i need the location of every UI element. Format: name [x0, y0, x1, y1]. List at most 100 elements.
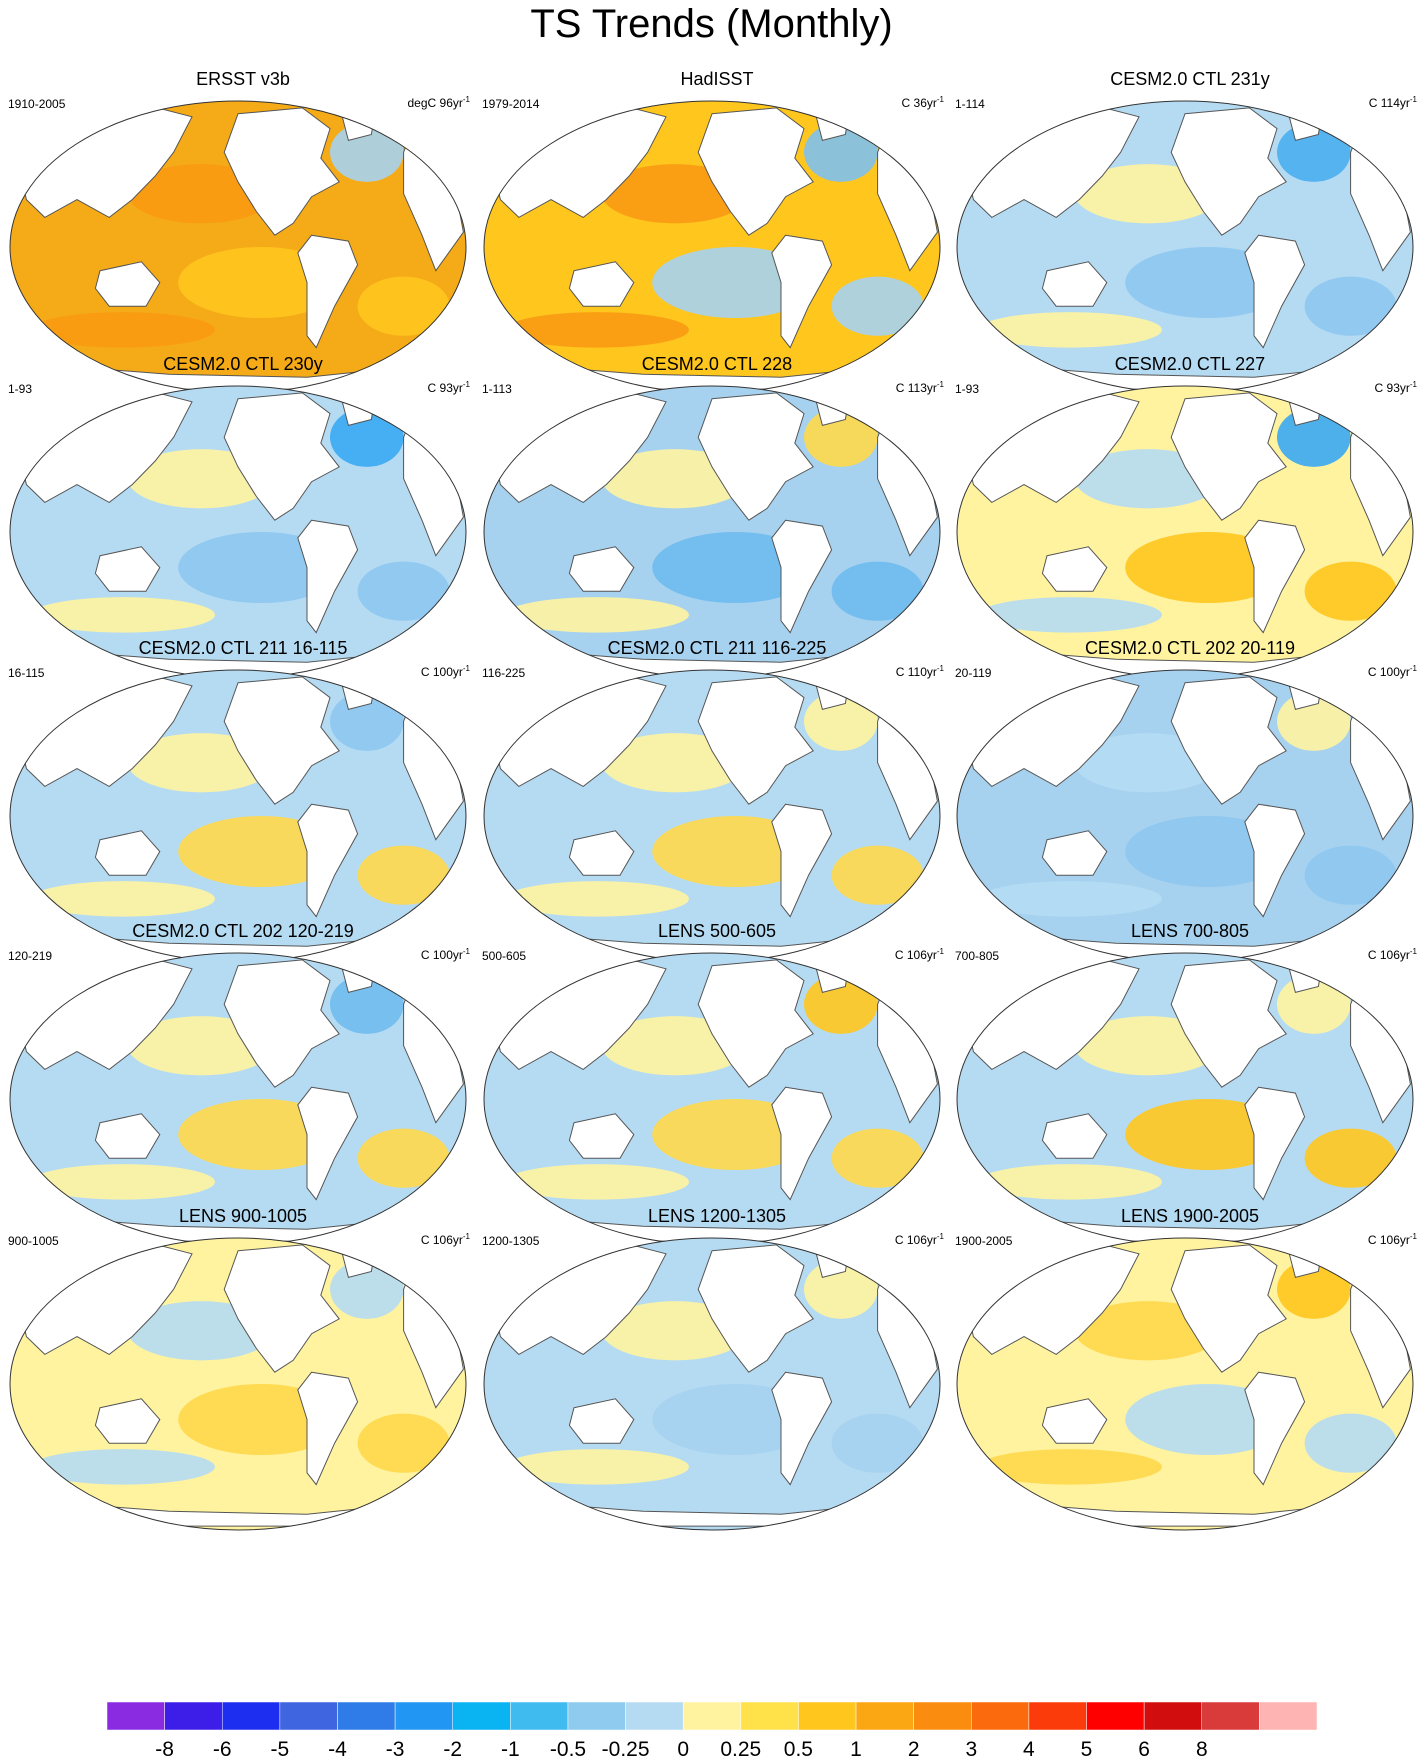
- panel-period: 1900-2005: [955, 1234, 1013, 1248]
- land-mass: [94, 830, 161, 876]
- land-mass: [771, 1086, 833, 1201]
- map-panel: CESM2.0 CTL 231y 1-114 C 114yr-1: [955, 69, 1423, 395]
- panel-units: C 106yr-1: [1367, 947, 1417, 962]
- land-mass: [771, 1371, 833, 1486]
- colorbar-swatch: [740, 1701, 799, 1731]
- panel-title: CESM2.0 CTL 228: [641, 354, 793, 374]
- panel-period: 1-114: [955, 97, 985, 111]
- panel-units: C 110yr-1: [895, 664, 944, 679]
- panel-title: CESM2.0 CTL 230y: [163, 354, 323, 374]
- land-mass: [1041, 1398, 1108, 1444]
- panel-units: C 36yr-1: [901, 95, 944, 110]
- panel-units: C 93yr-1: [1374, 380, 1417, 395]
- land-mass: [1170, 959, 1287, 1088]
- map-panel: CESM2.0 CTL 211 116-225 116-225 C 110yr-1: [482, 638, 952, 964]
- colorbar-swatch: [567, 1701, 626, 1731]
- colorbar-tick-label: 0.5: [783, 1738, 813, 1761]
- panel-units: C 93yr-1: [427, 380, 470, 395]
- anomaly-region: [978, 597, 1162, 633]
- panel-period: 1979-2014: [482, 97, 540, 111]
- colorbar-swatch: [279, 1701, 338, 1731]
- panel-title: CESM2.0 CTL 211 116-225: [607, 638, 827, 658]
- land-mass: [223, 959, 340, 1088]
- colorbar-swatch: [971, 1701, 1030, 1731]
- panel-units: C 106yr-1: [1367, 1232, 1417, 1247]
- colorbar-swatch: [1028, 1701, 1087, 1731]
- land-mass: [94, 1113, 161, 1159]
- panel-title: LENS 1200-1305: [647, 1206, 787, 1226]
- panel-title: LENS 500-605: [657, 921, 777, 941]
- panel-units: C 100yr-1: [1367, 664, 1417, 679]
- colorbar-swatch: [1143, 1701, 1203, 1731]
- anomaly-region: [831, 1413, 924, 1473]
- colorbar-tick-label: -2: [443, 1738, 463, 1761]
- colorbar-swatch: [337, 1701, 396, 1731]
- map-panel: CESM2.0 CTL 228 1-113 C 113yr-1: [482, 354, 952, 680]
- land-mass: [94, 546, 161, 592]
- land-mass: [568, 830, 635, 876]
- land-mass: [568, 1113, 635, 1159]
- colorbar-tick-label: 3: [965, 1738, 978, 1761]
- map-panel: LENS 700-805 700-805 C 106yr-1: [955, 921, 1423, 1247]
- panel-title: CESM2.0 CTL 202 20-119: [1084, 638, 1296, 658]
- panel-title: CESM2.0 CTL 202 120-219: [132, 921, 354, 941]
- robinson-map: [956, 669, 1414, 963]
- colorbar-swatch: [510, 1701, 569, 1731]
- colorbar-tick-label: -4: [328, 1738, 347, 1761]
- colorbar-swatch: [1086, 1701, 1145, 1731]
- panel-period: 16-115: [8, 666, 45, 680]
- land-mass: [297, 1371, 359, 1486]
- robinson-map: [483, 669, 941, 963]
- colorbar-swatch: [798, 1701, 857, 1731]
- panel-title: ERSST v3b: [196, 69, 290, 89]
- land-mass: [1170, 107, 1287, 236]
- map-panel: ERSST v3b 1910-2005 degC 96yr-1: [8, 69, 478, 395]
- anomaly-region: [831, 561, 924, 621]
- land-mass: [1041, 546, 1108, 592]
- robinson-map: [483, 1237, 941, 1531]
- panel-units: degC 96yr-1: [407, 95, 471, 110]
- land-mass: [297, 234, 359, 349]
- land-mass: [223, 1244, 340, 1373]
- robinson-map: [956, 100, 1414, 394]
- panel-period: 700-805: [955, 949, 1000, 963]
- anomaly-region: [1304, 845, 1397, 905]
- panel-period: 500-605: [482, 949, 527, 963]
- land-mass: [223, 392, 340, 521]
- land-mass: [1244, 1371, 1306, 1486]
- anomaly-region: [357, 1413, 450, 1473]
- land-mass: [697, 676, 814, 805]
- robinson-map: [483, 100, 941, 394]
- panel-period: 900-1005: [8, 1234, 59, 1248]
- panel-title: HadISST: [680, 69, 754, 89]
- panel-units: C 100yr-1: [420, 947, 470, 962]
- colorbar-swatch: [913, 1701, 972, 1731]
- figure-title: TS Trends (Monthly): [530, 2, 893, 46]
- panel-units: C 106yr-1: [420, 1232, 470, 1247]
- panel-period: 116-225: [482, 666, 526, 680]
- anomaly-region: [357, 276, 450, 336]
- anomaly-region: [357, 1128, 450, 1188]
- land-mass: [771, 519, 833, 634]
- map-border: [9, 1237, 467, 1531]
- map-panel: LENS 1900-2005 1900-2005 C 106yr-1: [955, 1206, 1423, 1532]
- robinson-map: [9, 669, 467, 963]
- panel-units: C 106yr-1: [894, 947, 944, 962]
- panel-period: 1-93: [955, 382, 980, 396]
- map-panel: CESM2.0 CTL 202 120-219 120-219 C 100yr-1: [8, 921, 478, 1247]
- colorbar-tick-label: -8: [155, 1738, 174, 1761]
- land-mass: [568, 1398, 635, 1444]
- colorbar-swatch: [1259, 1701, 1318, 1731]
- colorbar-tick-label: -5: [270, 1738, 290, 1761]
- anomaly-region: [505, 1164, 689, 1200]
- anomaly-region: [1304, 1413, 1397, 1473]
- anomaly-region: [31, 881, 215, 917]
- map-panel: CESM2.0 CTL 202 20-119 20-119 C 100yr-1: [955, 638, 1423, 964]
- map-panel: CESM2.0 CTL 227 1-93 C 93yr-1: [955, 354, 1423, 680]
- robinson-map: [9, 1237, 467, 1531]
- panel-units: C 100yr-1: [420, 664, 470, 679]
- anomaly-region: [31, 597, 215, 633]
- robinson-map: [483, 952, 941, 1246]
- panel-period: 1200-1305: [482, 1234, 540, 1248]
- panel-title: LENS 900-1005: [178, 1206, 308, 1226]
